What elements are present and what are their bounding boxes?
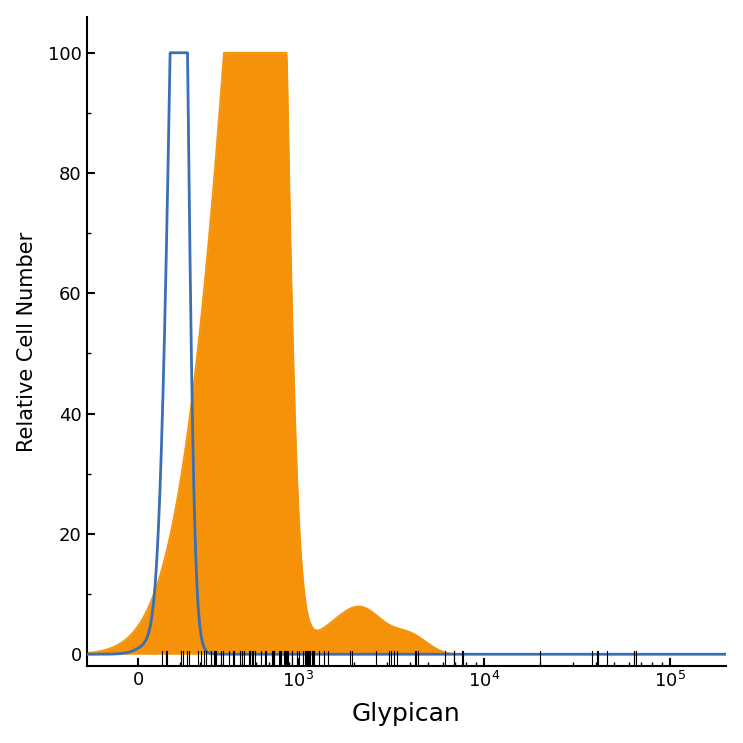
Y-axis label: Relative Cell Number: Relative Cell Number (16, 231, 36, 452)
X-axis label: Glypican: Glypican (352, 702, 461, 727)
